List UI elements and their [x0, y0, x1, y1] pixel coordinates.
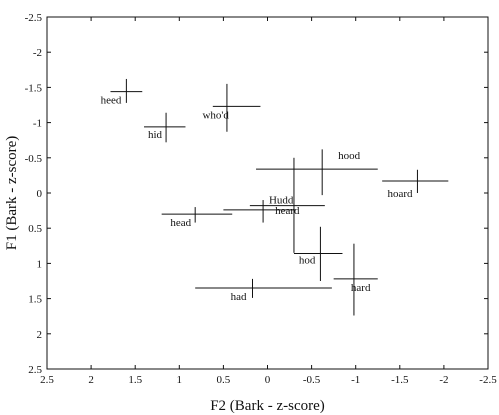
- data-point-heed: [110, 78, 143, 103]
- point-label: heard: [275, 205, 300, 217]
- x-tick-label: -1: [351, 374, 360, 386]
- point-label: hoard: [387, 188, 413, 200]
- point-label: hid: [148, 129, 163, 141]
- y-tick-label: 0: [37, 188, 43, 200]
- point-label: Hudd: [269, 195, 294, 207]
- x-tick-label: -2: [439, 374, 448, 386]
- x-tick-label: 2: [88, 374, 94, 386]
- y-axis-title: F1 (Bark - z-score): [4, 136, 20, 251]
- y-tick-label: 0.5: [28, 223, 42, 235]
- y-tick-label: 1: [37, 258, 43, 270]
- x-tick-label: 1: [177, 374, 183, 386]
- x-tick-label: -1.5: [391, 374, 409, 386]
- x-axis-ticks: 2.5 2 1.5 1 0.5 0 -0.5 -1 -1.5 -2 -2.5: [40, 17, 497, 386]
- point-label: hard: [351, 282, 371, 294]
- x-tick-label: -2.5: [479, 374, 497, 386]
- y-tick-label: -0.5: [25, 153, 43, 165]
- y-tick-label: -1.5: [25, 82, 43, 94]
- data-point-hood: [256, 149, 378, 196]
- data-point-hudd: [249, 157, 325, 253]
- y-tick-label: -2: [33, 47, 42, 59]
- x-tick-label: -0.5: [303, 374, 321, 386]
- data-point-heard: [223, 200, 296, 223]
- point-label: heed: [101, 95, 122, 107]
- y-axis-ticks: -2.5 -2 -1.5 -1 -0.5 0 0.5 1 1.5 2 2.5: [25, 12, 488, 376]
- x-tick-label: 0.5: [217, 374, 231, 386]
- data-point-had: [195, 278, 332, 298]
- data-point-whod: [212, 83, 261, 132]
- data-crosses: [110, 78, 449, 316]
- data-point-hoard: [382, 169, 449, 193]
- data-point-hod: [293, 226, 343, 281]
- point-label: who'd: [202, 109, 229, 121]
- y-tick-label: -1: [33, 118, 42, 130]
- y-tick-label: -2.5: [25, 12, 43, 24]
- point-label: hood: [338, 150, 361, 162]
- data-point-hid: [144, 112, 186, 143]
- point-label: had: [231, 291, 247, 303]
- y-tick-label: 2.5: [28, 364, 42, 376]
- x-tick-label: 0: [265, 374, 271, 386]
- data-point-head: [161, 207, 233, 223]
- x-tick-label: 1.5: [128, 374, 142, 386]
- y-tick-label: 2: [37, 329, 43, 341]
- x-axis-title: F2 (Bark - z-score): [210, 398, 325, 414]
- x-tick-label: 2.5: [40, 374, 54, 386]
- plot-frame: [46, 16, 489, 370]
- y-tick-label: 1.5: [28, 294, 42, 306]
- point-label: head: [170, 217, 191, 229]
- data-point-hard: [333, 243, 378, 316]
- point-label: hod: [299, 255, 316, 267]
